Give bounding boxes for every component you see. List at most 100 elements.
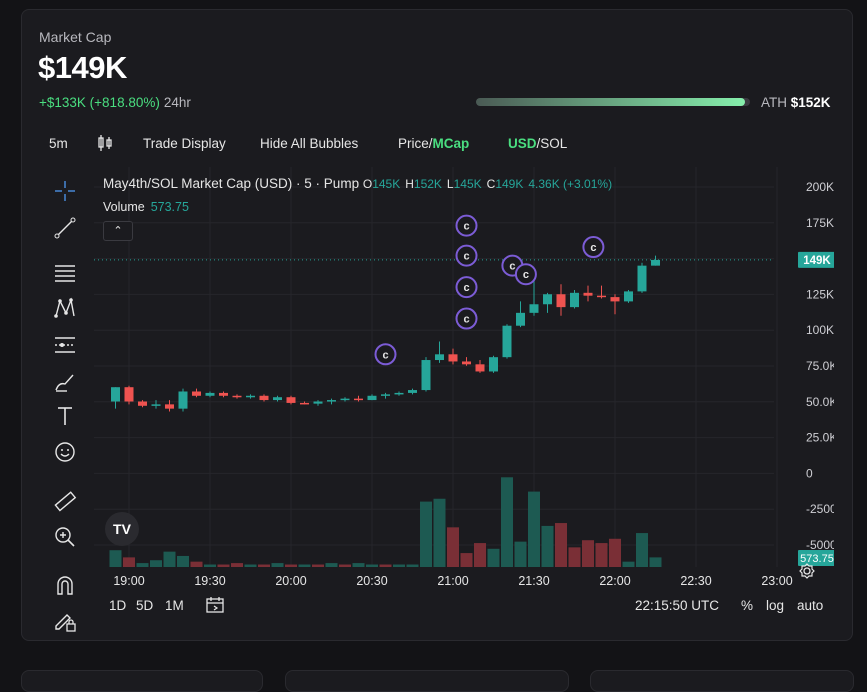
interval-button[interactable]: 5m xyxy=(49,136,68,151)
volume-bar xyxy=(406,564,419,567)
volume-bar xyxy=(366,564,378,567)
trade-display-button[interactable]: Trade Display xyxy=(143,136,226,151)
volume-bar xyxy=(555,523,567,567)
candle-body xyxy=(313,401,323,404)
range-1d-button[interactable]: 1D xyxy=(109,598,127,613)
trend-line-icon[interactable] xyxy=(52,215,78,241)
volume-bar xyxy=(177,555,189,567)
crosshair-icon[interactable] xyxy=(52,178,78,204)
volume-bar xyxy=(420,501,432,567)
auto-toggle[interactable]: auto xyxy=(797,598,824,613)
emoji-icon[interactable] xyxy=(52,439,78,465)
trade-bubble-letter: c xyxy=(382,349,388,361)
zoom-in-icon[interactable] xyxy=(52,524,78,550)
trade-bubble-letter: c xyxy=(463,221,469,233)
x-tick-label: 21:30 xyxy=(518,574,549,587)
trade-bubble xyxy=(455,214,478,237)
calendar-icon[interactable] xyxy=(205,595,225,618)
volume-value: 573.75 xyxy=(150,200,189,214)
candles-icon[interactable] xyxy=(97,134,113,155)
trade-bubble-letter: c xyxy=(523,269,529,281)
volume-bar xyxy=(163,551,176,567)
x-tick-label: 22:00 xyxy=(599,574,630,587)
candle-body xyxy=(286,397,296,403)
volume-bar xyxy=(541,525,554,567)
volume-bar xyxy=(352,563,365,567)
trade-bubble xyxy=(374,343,397,366)
x-tick-label: 20:00 xyxy=(275,574,306,587)
candle-body xyxy=(111,387,120,402)
ath-progress-fill xyxy=(476,98,745,106)
volume-bar xyxy=(298,564,311,567)
range-1m-button[interactable]: 1M xyxy=(165,598,184,613)
y-tick-label: 100K xyxy=(806,323,834,337)
market-cap-value: $149K xyxy=(38,50,127,85)
sol-option[interactable]: SOL xyxy=(540,136,568,151)
ath-value: $152K xyxy=(790,95,831,110)
magnet-icon[interactable] xyxy=(52,572,78,598)
candle-body xyxy=(448,354,458,362)
low-key: L xyxy=(446,177,454,191)
percent-toggle[interactable]: % xyxy=(741,598,754,613)
candle-body xyxy=(367,395,377,401)
x-tick-label: 19:30 xyxy=(194,574,225,587)
price-mcap-toggle[interactable]: Price/MCap xyxy=(398,136,470,151)
current-volume-badge xyxy=(798,550,834,566)
candle-body xyxy=(300,402,309,405)
candle-body xyxy=(327,400,336,402)
candle-body xyxy=(232,395,242,398)
candle-body xyxy=(205,392,215,396)
fib-icon[interactable] xyxy=(52,332,78,358)
trade-bubble-letter: c xyxy=(463,282,469,294)
candle-body xyxy=(192,391,201,396)
ruler-icon[interactable] xyxy=(52,488,78,514)
open-key: O xyxy=(362,177,373,191)
text-icon[interactable] xyxy=(52,403,78,429)
change-value: +$133K (+818.80%) xyxy=(39,95,160,110)
candle-body xyxy=(489,357,498,372)
trade-bubble xyxy=(582,236,605,259)
change-period: 24hr xyxy=(163,95,191,110)
price-option[interactable]: Price xyxy=(398,136,429,151)
volume-legend: Volume 573.75 xyxy=(103,200,189,214)
candle-body xyxy=(651,259,660,266)
brush-icon[interactable] xyxy=(52,369,78,395)
candle-body xyxy=(475,364,485,372)
volume-bar xyxy=(501,477,513,567)
tradingview-logo[interactable]: TV xyxy=(105,512,139,546)
volume-bar xyxy=(217,564,230,567)
trade-bubble-letter: c xyxy=(590,242,596,254)
pattern-icon[interactable] xyxy=(52,295,78,321)
bottom-bar: 1D 5D 1M 22:15:50 UTC % log auto xyxy=(22,595,852,618)
horizontal-lines-icon[interactable] xyxy=(52,260,78,286)
chart-canvas[interactable]: cccccccc200K175K150K125K100K75.0K50.0K25… xyxy=(94,167,834,587)
trade-bubble xyxy=(455,276,478,299)
usd-sol-toggle[interactable]: USD/SOL xyxy=(508,136,568,151)
y-tick-label: 125K xyxy=(806,287,834,301)
candle-body xyxy=(394,392,404,395)
utc-clock[interactable]: 22:15:50 UTC xyxy=(635,598,720,613)
candle-body xyxy=(408,390,417,393)
volume-bar xyxy=(244,564,257,567)
collapse-legend-button[interactable]: ⌃ xyxy=(103,221,133,241)
y-tick-label: 175K xyxy=(806,216,834,230)
log-toggle[interactable]: log xyxy=(766,598,785,613)
usd-option[interactable]: USD xyxy=(508,136,537,151)
hide-bubbles-button[interactable]: Hide All Bubbles xyxy=(260,136,359,151)
volume-bar xyxy=(487,548,500,567)
y-tick-label: -50000 xyxy=(806,538,834,552)
price-chart[interactable]: cccccccc200K175K150K125K100K75.0K50.0K25… xyxy=(94,167,834,587)
lock-pencil-icon[interactable] xyxy=(52,608,78,634)
chart-toolbar: 5m Trade Display Hide All Bubbles Price/… xyxy=(22,135,852,155)
volume-bar xyxy=(433,498,446,567)
candle-body xyxy=(435,354,444,361)
mcap-option[interactable]: MCap xyxy=(432,136,470,151)
candle-body xyxy=(529,304,539,313)
volume-bar xyxy=(285,564,297,567)
gear-icon[interactable] xyxy=(799,563,815,579)
range-5d-button[interactable]: 5D xyxy=(136,598,154,613)
ath-key: ATH xyxy=(761,95,787,110)
ath-progress-bar xyxy=(476,98,750,106)
ohlc-values: O145K H152K L145K C149K 4.36K (+3.01%) xyxy=(363,177,617,191)
market-cap-label: Market Cap xyxy=(39,29,112,45)
